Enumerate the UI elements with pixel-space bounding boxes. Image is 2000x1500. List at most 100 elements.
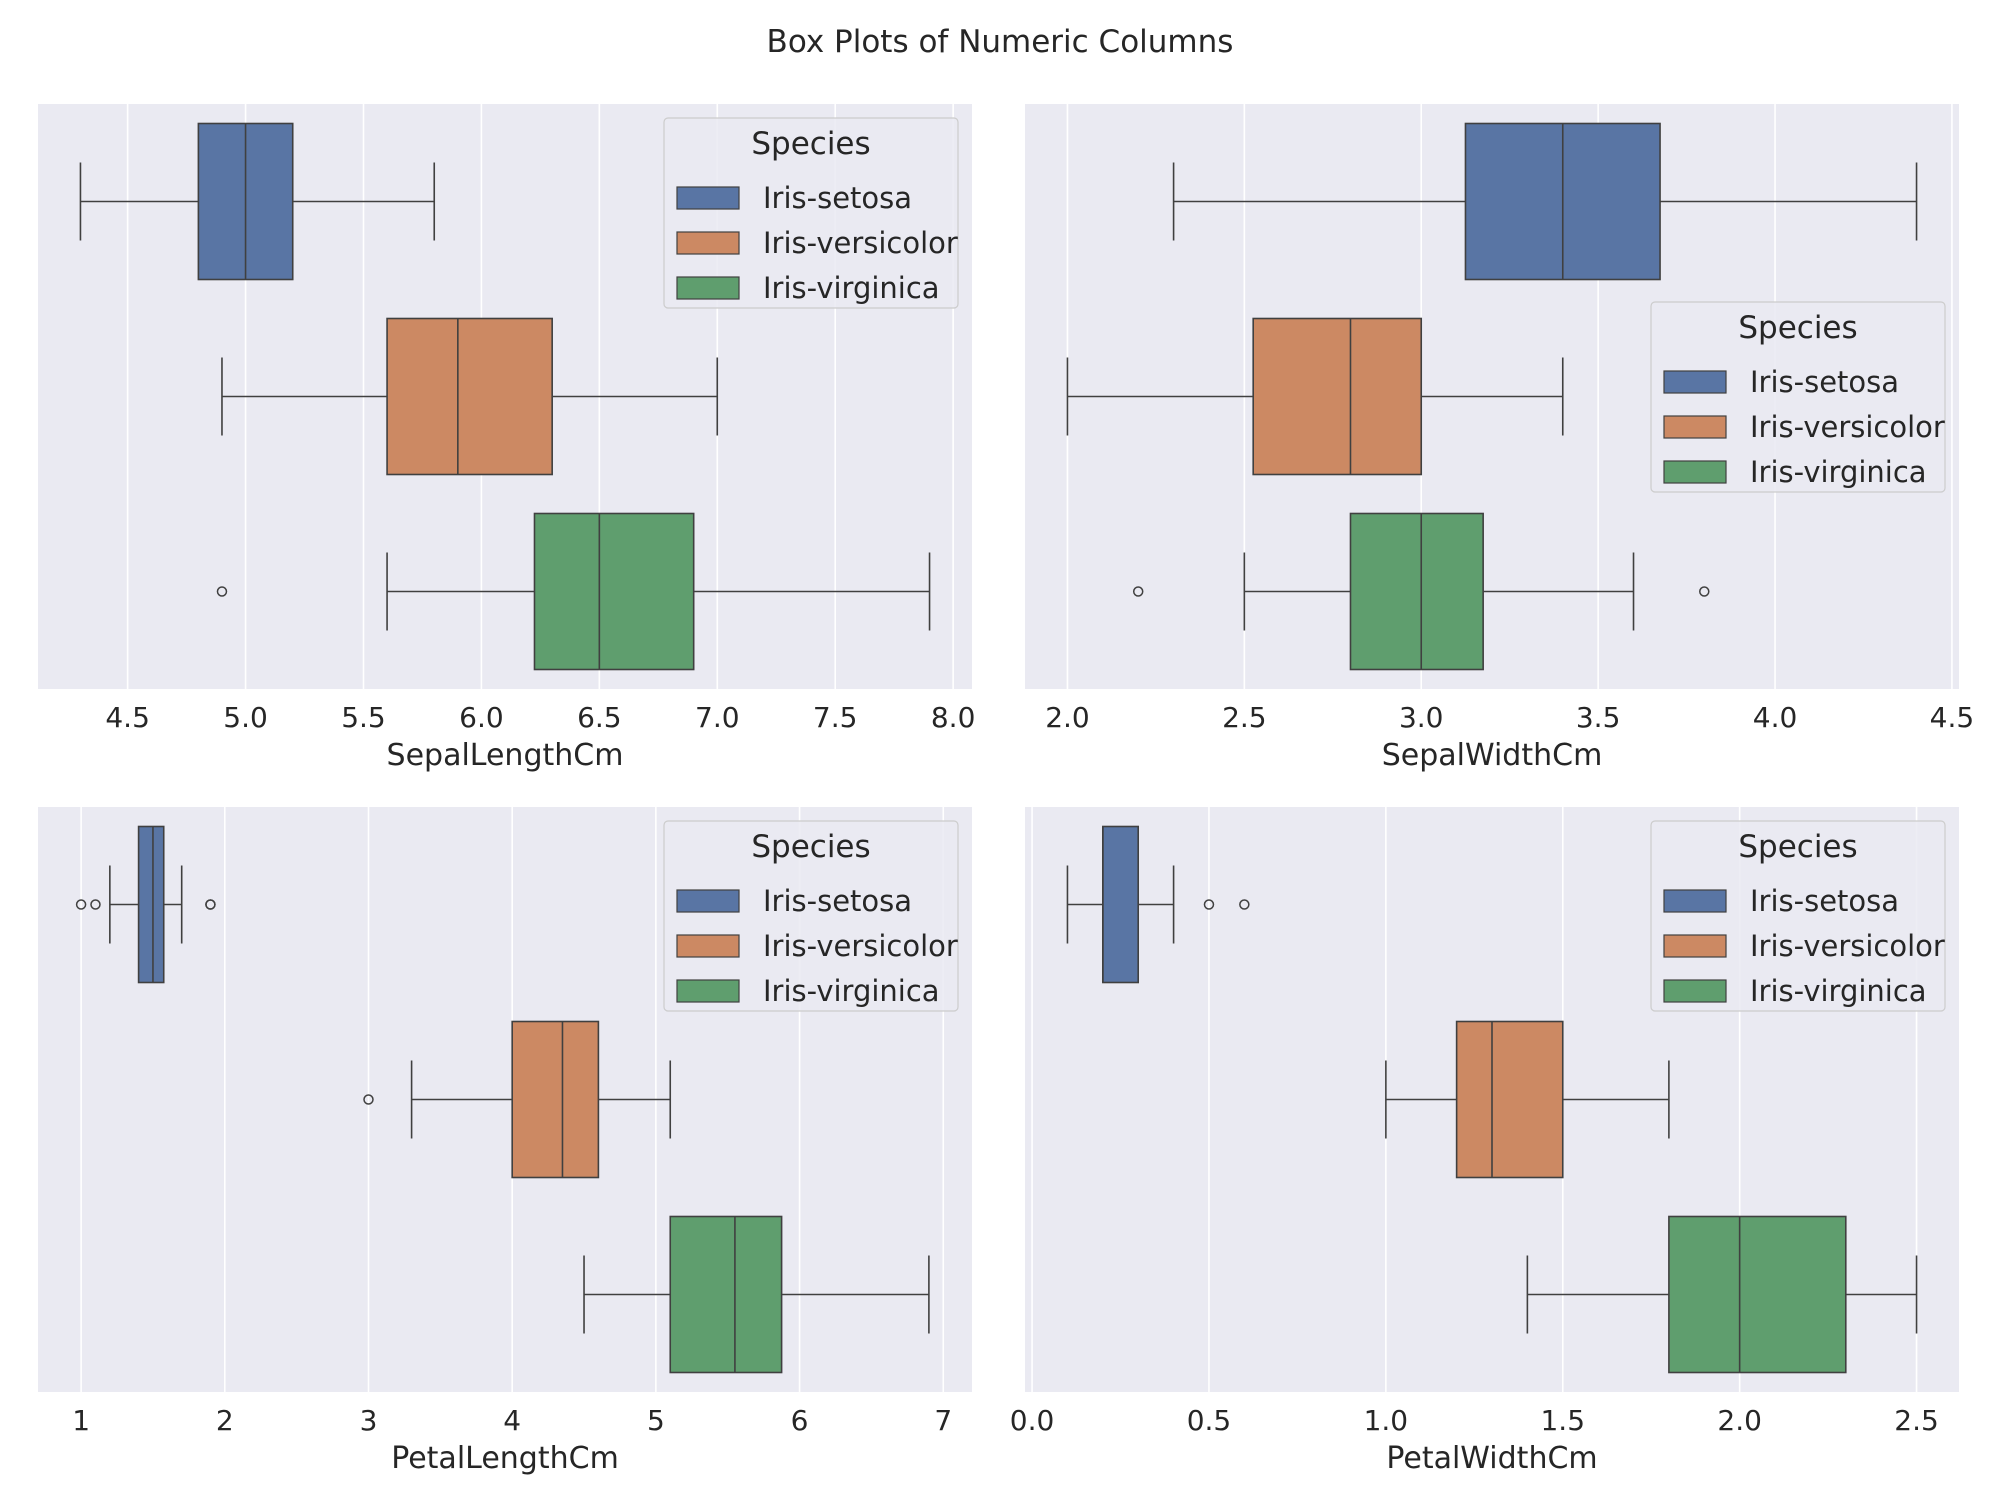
chart-panel-PetalLengthCm: 1 2 3 4 5 6 7 PetalLengthCm Species Iris-setosa Ir… (38, 807, 972, 1476)
x-tick-label: 2.5 (1222, 701, 1267, 734)
legend-entry-label: Iris-versicolor (1750, 929, 1945, 963)
legend-swatch-Iris-versicolor (1663, 415, 1727, 439)
iqr-box (386, 317, 553, 476)
legend-swatch-Iris-setosa (1663, 370, 1727, 394)
iqr-box (1668, 1215, 1847, 1374)
box-Iris-virginica (1132, 512, 1710, 671)
box-Iris-versicolor (1385, 1020, 1670, 1179)
x-tick-label: 5 (647, 1404, 665, 1437)
legend-swatch-Iris-setosa (1663, 889, 1727, 913)
x-tick-label: 4.0 (1753, 701, 1798, 734)
legend-frame (1650, 820, 1946, 1012)
legend-title: Species (751, 829, 870, 865)
legend-title: Species (751, 126, 870, 162)
x-tick-label: 4 (503, 1404, 521, 1437)
x-tick-label: 4.5 (105, 701, 150, 734)
legend-swatch-Iris-versicolor (676, 934, 740, 958)
box-Iris-virginica (1526, 1215, 1918, 1374)
legend: Species Iris-setosa Iris-versicolor Iris-vi… (663, 117, 959, 309)
legend-entry-label: Iris-virginica (1750, 455, 1927, 489)
legend-frame (1650, 301, 1946, 493)
legend-entry-label: Iris-versicolor (763, 929, 958, 963)
outlier-point (1203, 899, 1215, 910)
x-tick-label: 7.5 (813, 701, 858, 734)
legend-swatch-Iris-virginica (676, 276, 740, 300)
x-tick-label: 7 (934, 1404, 952, 1437)
x-tick-label: 8.0 (931, 701, 976, 734)
x-tick-label: 3 (360, 1404, 378, 1437)
iqr-box (1102, 825, 1140, 984)
legend-entry-label: Iris-versicolor (1750, 410, 1945, 444)
x-tick-label: 2 (216, 1404, 234, 1437)
iqr-box (1349, 512, 1484, 671)
x-tick-label: 1.0 (1364, 1404, 1409, 1437)
legend-frame (663, 117, 959, 309)
x-tick-label: 6.5 (577, 701, 622, 734)
x-axis-label: SepalLengthCm (387, 738, 624, 773)
x-tick-label: 1.5 (1540, 1404, 1585, 1437)
legend-title: Species (1738, 310, 1857, 346)
x-tick-label: 7.0 (695, 701, 740, 734)
legend-swatch-Iris-virginica (676, 979, 740, 1003)
iqr-box (669, 1215, 783, 1374)
box-Iris-versicolor (1066, 317, 1564, 476)
legend-swatch-Iris-versicolor (1663, 934, 1727, 958)
legend-swatch-Iris-setosa (676, 186, 740, 210)
box-Iris-setosa (75, 825, 216, 984)
x-tick-label: 2.5 (1894, 1404, 1939, 1437)
box-Iris-virginica (216, 512, 931, 671)
legend-entry-label: Iris-virginica (763, 974, 940, 1008)
legend-swatch-Iris-setosa (676, 889, 740, 913)
outlier-point (1239, 899, 1250, 910)
legend: Species Iris-setosa Iris-versicolor Iris-vi… (1650, 820, 1946, 1012)
box-Iris-setosa (1066, 825, 1250, 984)
legend-title: Species (1738, 829, 1857, 865)
x-tick-label: 3.5 (1576, 701, 1621, 734)
x-tick-label: 6.0 (459, 701, 504, 734)
x-tick-label: 0.0 (1010, 1404, 1055, 1437)
outlier-point (1132, 586, 1144, 597)
box-Iris-versicolor (363, 1020, 672, 1179)
x-axis-label: SepalWidthCm (1382, 738, 1603, 773)
iqr-box (137, 825, 165, 984)
legend-entry-label: Iris-setosa (763, 884, 912, 918)
legend-entry-label: Iris-virginica (763, 271, 940, 305)
outlier-point (216, 586, 228, 597)
x-tick-label: 5.5 (341, 701, 386, 734)
iqr-box (511, 1020, 600, 1179)
x-tick-label: 6 (791, 1404, 809, 1437)
x-tick-label: 3.0 (1399, 701, 1444, 734)
figure-title: Box Plots of Numeric Columns (767, 24, 1234, 60)
legend-entry-label: Iris-setosa (1750, 884, 1899, 918)
chart-panel-PetalWidthCm: 0.0 0.5 1.0 1.5 2.0 2.5 PetalWidthCm Species Iri… (1010, 807, 1959, 1476)
box-Iris-setosa (79, 122, 436, 281)
x-tick-label: 1 (72, 1404, 90, 1437)
outlier-point (363, 1094, 374, 1105)
x-tick-label: 0.5 (1187, 1404, 1232, 1437)
legend-entry-label: Iris-setosa (1750, 365, 1899, 399)
legend-entry-label: Iris-setosa (763, 181, 912, 215)
x-tick-label: 2.0 (1045, 701, 1090, 734)
legend-frame (663, 820, 959, 1012)
legend: Species Iris-setosa Iris-versicolor Iris-vi… (663, 820, 959, 1012)
legend-swatch-Iris-virginica (1663, 979, 1727, 1003)
x-axis-label: PetalLengthCm (391, 1441, 619, 1476)
outlier-point (205, 899, 216, 910)
iqr-box (1252, 317, 1423, 476)
box-Iris-setosa (1172, 122, 1918, 281)
box-Iris-virginica (583, 1215, 930, 1374)
outlier-point (75, 899, 87, 910)
outlier-point (90, 899, 101, 910)
iqr-box (1455, 1020, 1564, 1179)
iqr-box (533, 512, 695, 671)
legend: Species Iris-setosa Iris-versicolor Iris-vi… (1650, 301, 1946, 493)
x-tick-label: 2.0 (1717, 1404, 1762, 1437)
box-Iris-versicolor (221, 317, 719, 476)
legend-swatch-Iris-virginica (1663, 460, 1727, 484)
x-tick-label: 5.0 (223, 701, 268, 734)
legend-swatch-Iris-versicolor (676, 231, 740, 255)
chart-panel-SepalLengthCm: 4.5 5.0 5.5 6.0 6.5 7.0 7.5 8.0 SepalLengthCm Spe… (38, 104, 975, 773)
x-axis-label: PetalWidthCm (1386, 1441, 1597, 1476)
chart-panel-SepalWidthCm: 2.0 2.5 3.0 3.5 4.0 4.5 SepalWidthCm Species Iri… (1025, 104, 1974, 773)
